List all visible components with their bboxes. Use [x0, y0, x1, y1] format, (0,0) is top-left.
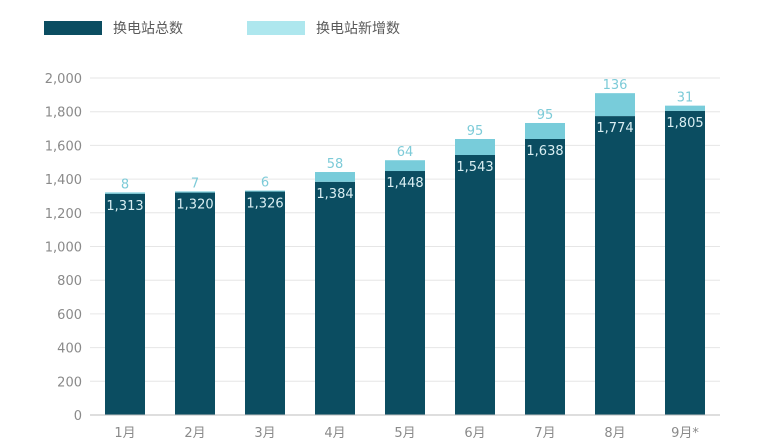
legend-label-new: 换电站新增数 [316, 20, 400, 37]
data-label-total: 1,448 [386, 176, 423, 191]
bar-new [245, 190, 285, 192]
data-label-new: 31 [677, 91, 694, 106]
data-label-new: 7 [191, 176, 199, 191]
data-label-total: 1,320 [176, 198, 213, 213]
data-label-new: 6 [261, 176, 269, 191]
x-axis: 1月 2月 3月 4月 5月 6月 7月 8月 9月* [90, 414, 720, 441]
data-label-new: 95 [467, 124, 484, 139]
bar-new [315, 172, 355, 182]
bar-total [385, 171, 425, 415]
y-tick-label: 800 [57, 274, 82, 289]
bar-new [385, 160, 425, 172]
legend-swatch-total [44, 21, 102, 35]
data-label-total: 1,384 [316, 187, 353, 202]
data-label-total: 1,774 [596, 121, 633, 136]
data-label-new: 58 [327, 157, 344, 172]
x-tick-label: 9月* [671, 426, 699, 441]
x-tick-label: 8月 [604, 426, 625, 441]
y-tick-label: 1,800 [45, 106, 82, 121]
legend: 换电站总数 换电站新增数 [44, 20, 400, 37]
bar-total [175, 192, 215, 415]
data-label-total: 1,638 [526, 144, 563, 159]
bar-new [175, 191, 215, 193]
bar-new [105, 192, 145, 194]
y-tick-label: 1,000 [45, 241, 82, 256]
legend-label-total: 换电站总数 [113, 20, 183, 37]
bar-new [665, 105, 705, 111]
bar-total [525, 138, 565, 415]
y-tick-label: 400 [57, 342, 82, 357]
data-label-total: 1,326 [246, 197, 283, 212]
bar-total [665, 110, 705, 416]
data-label-new: 95 [537, 108, 554, 123]
bar-new [595, 93, 635, 117]
bar-new [525, 122, 565, 139]
y-tick-label: 2,000 [45, 72, 82, 87]
x-tick-label: 3月 [254, 426, 275, 441]
y-tick-label: 0 [74, 409, 82, 424]
y-tick-label: 600 [57, 308, 82, 323]
bar-total [595, 116, 635, 416]
x-tick-label: 2月 [184, 426, 205, 441]
x-tick-label: 6月 [464, 426, 485, 441]
y-tick-label: 1,600 [45, 139, 82, 154]
data-label-total: 1,543 [456, 160, 493, 175]
data-label-new: 8 [121, 177, 129, 192]
bar-total [455, 155, 495, 415]
legend-swatch-new [247, 21, 305, 35]
bar-total [245, 191, 285, 415]
y-axis: 0 200 400 600 800 1,000 1,200 1,400 1,600 1,800 2,… [45, 72, 82, 424]
bar-total [315, 181, 355, 415]
bars: 1,313 8 1,320 7 1,326 6 1,384 58 1,448 64 1,543 95 1… [105, 78, 705, 416]
x-tick-label: 5月 [394, 426, 415, 441]
bar-new [455, 138, 495, 156]
x-tick-label: 1月 [114, 426, 135, 441]
bar-total [105, 193, 145, 415]
data-label-new: 136 [603, 78, 628, 93]
data-label-total: 1,805 [666, 116, 703, 131]
y-tick-label: 200 [57, 375, 82, 390]
data-label-total: 1,313 [106, 199, 143, 214]
x-tick-label: 7月 [534, 426, 555, 441]
data-label-new: 64 [397, 145, 414, 160]
y-tick-label: 1,200 [45, 207, 82, 222]
x-tick-label: 4月 [324, 426, 345, 441]
y-tick-label: 1,400 [45, 173, 82, 188]
